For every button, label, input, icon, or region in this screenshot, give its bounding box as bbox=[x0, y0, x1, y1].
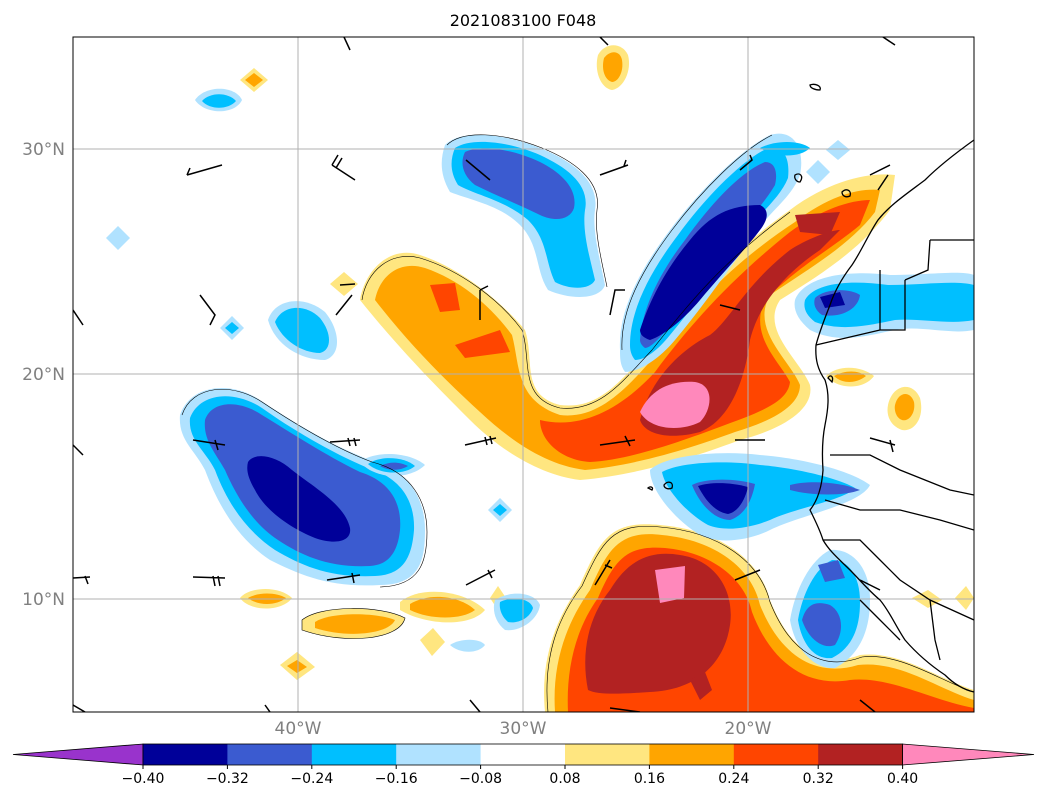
lat-label-10n: 10°N bbox=[22, 590, 65, 610]
colorbar-border bbox=[142, 743, 903, 766]
colorbar-segment bbox=[649, 744, 735, 765]
colorbar-label: −0.40 bbox=[122, 771, 165, 787]
latitude-labels: 30°N 20°N 10°N bbox=[22, 140, 65, 610]
map-title: 2021083100 F048 bbox=[450, 11, 597, 30]
lon-label-20w: 20°W bbox=[725, 719, 772, 739]
cold-blob-north-l3 bbox=[462, 148, 575, 220]
country-borders bbox=[815, 239, 974, 661]
warm-blob-southeast-core bbox=[655, 566, 685, 603]
gridlines bbox=[73, 37, 974, 712]
lon-label-40w: 40°W bbox=[275, 719, 322, 739]
colorbar-segment bbox=[818, 744, 904, 765]
colorbar-segment bbox=[733, 744, 819, 765]
lat-label-30n: 30°N bbox=[22, 140, 65, 160]
lat-label-20n: 20°N bbox=[22, 365, 65, 385]
longitude-labels: 40°W 30°W 20°W bbox=[275, 719, 772, 739]
colorbar-segment bbox=[565, 744, 650, 765]
cold-band-northeast-core bbox=[640, 205, 767, 340]
colorbar-label: −0.16 bbox=[375, 771, 418, 787]
warm-band-core bbox=[640, 381, 710, 428]
colorbar-label: −0.24 bbox=[290, 771, 333, 787]
colorbar-label: 0.32 bbox=[803, 771, 834, 787]
colorbar-label: 0.16 bbox=[634, 771, 665, 787]
colorbar-label: −0.32 bbox=[206, 771, 249, 787]
wind-barbs bbox=[73, 37, 896, 712]
cold-blob-west-core bbox=[247, 456, 351, 542]
africa-coast bbox=[809, 139, 974, 693]
lon-label-30w: 30°W bbox=[500, 719, 547, 739]
map-plot-area bbox=[73, 37, 974, 712]
colorbar-segment bbox=[396, 744, 482, 765]
colorbar-label: 0.08 bbox=[549, 771, 580, 787]
map-frame bbox=[72, 36, 975, 713]
colorbar-segment bbox=[480, 744, 566, 765]
coastline bbox=[646, 83, 974, 693]
colorbar-segment bbox=[143, 744, 228, 765]
colorbar-label: −0.08 bbox=[459, 771, 502, 787]
colorbar-segment bbox=[227, 744, 313, 765]
colorbar: −0.40 −0.32 −0.24 −0.16 −0.08 0.08 0.16 0.24 0.3… bbox=[12, 743, 1035, 787]
positive-anomaly-fields bbox=[240, 45, 974, 712]
colorbar-label: 0.40 bbox=[887, 771, 918, 787]
warm-blob-southeast-l4 bbox=[585, 553, 731, 694]
negative-anomaly-fields bbox=[106, 88, 974, 669]
colorbar-extend-high bbox=[902, 743, 1035, 766]
colorbar-extend-low bbox=[12, 743, 144, 766]
colorbar-segment bbox=[311, 744, 397, 765]
colorbar-label: 0.24 bbox=[718, 771, 749, 787]
contour-outlines bbox=[181, 134, 974, 712]
